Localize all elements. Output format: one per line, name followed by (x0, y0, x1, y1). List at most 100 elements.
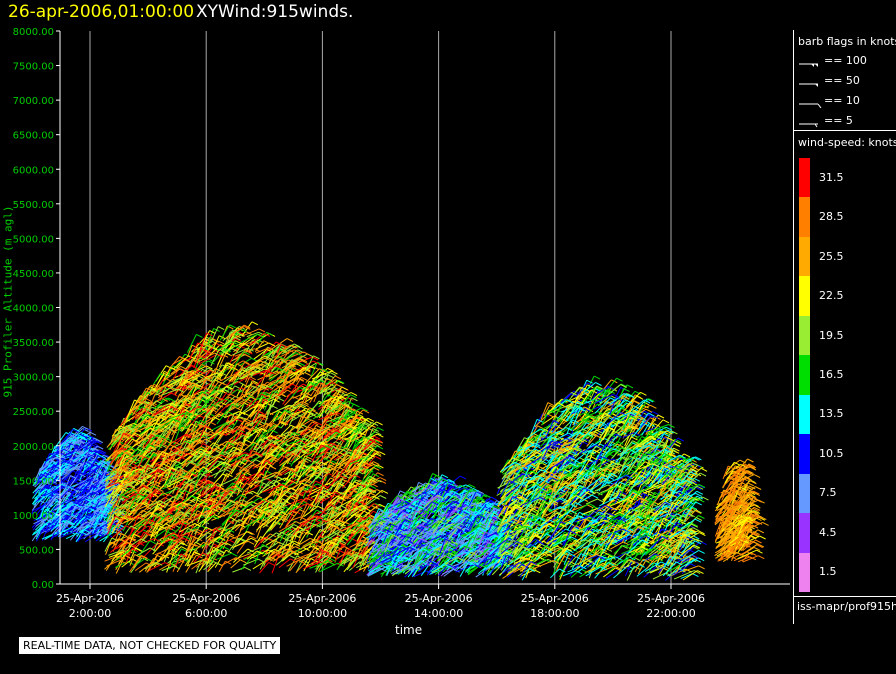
wind-barb-flag (82, 498, 90, 503)
wind-barb-flag (45, 518, 52, 523)
wind-barb (40, 473, 55, 490)
wind-barb (68, 522, 89, 533)
wind-barb (55, 491, 64, 510)
wind-barb-flag (245, 439, 252, 444)
wind-barb (211, 512, 232, 521)
wind-barb (80, 522, 97, 532)
wind-barb (218, 506, 234, 518)
wind-barb (39, 501, 47, 518)
wind-barb-flag (88, 507, 96, 512)
wind-barb-flag (90, 506, 97, 511)
wind-barb-flag (97, 494, 105, 499)
wind-barb-flag (84, 495, 92, 500)
wind-barb (61, 466, 75, 480)
wind-barb (184, 522, 195, 543)
wind-barb (31, 501, 49, 515)
wind-barb (36, 504, 45, 516)
wind-barb-flag (255, 459, 262, 464)
wind-barb-flag (68, 485, 75, 489)
wind-barb-flag (72, 470, 79, 475)
wind-barb-flag (73, 453, 80, 458)
wind-barb (63, 513, 78, 530)
wind-barb (59, 515, 72, 531)
wind-barb (97, 500, 110, 507)
wind-barb (96, 471, 106, 491)
wind-barb (242, 328, 260, 337)
wind-barb-flag (163, 485, 171, 490)
wind-barb-flag (71, 497, 79, 502)
wind-profile-chart: 0.00500.001000.001500.002000.002500.0030… (13, 27, 790, 620)
wind-barb-flag (367, 417, 375, 422)
wind-barb-flag (353, 403, 360, 408)
wind-barb (34, 489, 45, 500)
wind-barb (42, 523, 50, 541)
wind-barb-flag (49, 459, 57, 464)
wind-barb (58, 526, 74, 538)
wind-barb (51, 507, 60, 522)
wind-barb (63, 475, 71, 493)
wind-barb (87, 507, 99, 527)
wind-barb (44, 526, 56, 534)
wind-barb-flag (65, 466, 72, 471)
wind-barb-flag (240, 559, 247, 564)
wind-barb-flag (83, 529, 91, 534)
wind-barb (65, 498, 84, 513)
wind-barb (95, 465, 104, 481)
wind-barb (190, 438, 206, 449)
wind-barb-flag (45, 512, 53, 517)
wind-barb-flag (75, 451, 83, 456)
wind-barb (54, 526, 68, 537)
wind-barb (69, 470, 78, 485)
wind-barb-flag (97, 455, 105, 460)
wind-barb-flag (91, 486, 99, 490)
wind-barb-flag (375, 442, 383, 447)
wind-barb-flag (373, 435, 381, 440)
wind-barb (78, 437, 95, 451)
wind-barb (129, 395, 141, 413)
wind-barb-flag (89, 461, 96, 465)
wind-barb-flag (324, 457, 331, 462)
title-product: XYWind:915winds. (196, 2, 354, 22)
wind-barb (56, 475, 70, 487)
wind-barb-flag (66, 522, 74, 526)
wind-barb-flag (374, 455, 382, 460)
wind-barb (69, 426, 83, 440)
wind-barb-flag (74, 466, 81, 471)
wind-barb-flag (49, 452, 57, 457)
wind-barb-flag (47, 476, 55, 481)
wind-barb (34, 481, 45, 492)
wind-barb-flag (75, 440, 82, 445)
wind-barb (50, 464, 67, 480)
wind-barb-flag (63, 511, 71, 516)
wind-barbs (31, 321, 769, 581)
wind-barb-flag (381, 489, 389, 494)
wind-barb-flag (377, 472, 384, 477)
wind-barb-flag (266, 537, 273, 541)
wind-barb-flag (99, 449, 107, 454)
wind-barb-flag (268, 561, 275, 566)
wind-barb (33, 515, 50, 525)
wind-barb-flag (327, 367, 334, 372)
wind-barb (42, 461, 53, 475)
wind-barb (31, 528, 42, 542)
wind-barb (69, 461, 90, 472)
wind-barb (58, 504, 72, 524)
wind-barb (285, 505, 297, 521)
wind-barb-flag (247, 540, 255, 545)
wind-barb-flag (78, 506, 86, 511)
wind-barb-flag (50, 479, 58, 484)
wind-barb (62, 432, 82, 445)
wind-barb (80, 438, 93, 449)
wind-barb-flag (44, 504, 51, 509)
wind-barb (69, 446, 76, 459)
wind-barb (99, 531, 115, 542)
wind-barb-flag (73, 503, 81, 508)
wind-barb-flag (55, 456, 63, 461)
wind-barb-flag (53, 499, 61, 504)
wind-barb-flag (53, 473, 61, 477)
wind-barb (36, 528, 44, 542)
wind-barb-flag (98, 532, 105, 537)
wind-barb-flag (94, 437, 101, 442)
wind-barb (44, 503, 58, 519)
wind-barb (37, 476, 49, 484)
